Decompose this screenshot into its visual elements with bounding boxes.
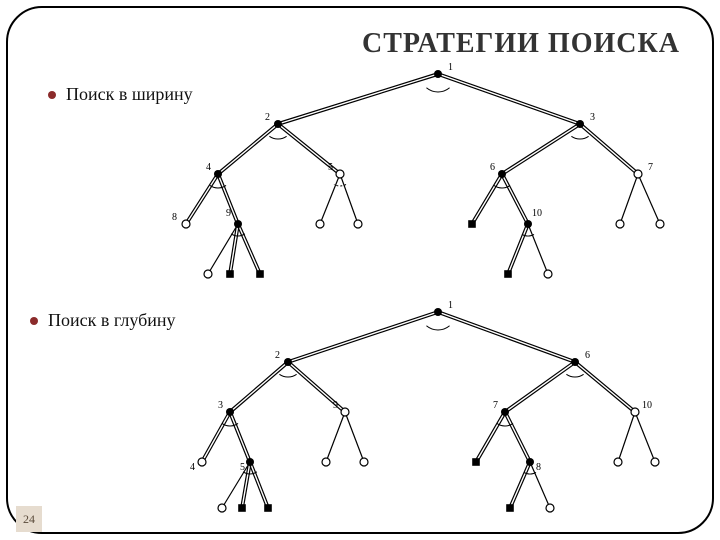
- svg-text:4: 4: [206, 162, 211, 173]
- bullet-dfs: Поиск в глубину: [30, 310, 176, 331]
- svg-text:3: 3: [590, 112, 595, 123]
- bullet-dot-icon: [30, 317, 38, 325]
- svg-text:7: 7: [648, 162, 653, 173]
- svg-text:3: 3: [218, 400, 223, 411]
- bullet-dot-icon: [48, 91, 56, 99]
- svg-text:1: 1: [448, 62, 453, 73]
- svg-text:6: 6: [490, 162, 495, 173]
- svg-text:9: 9: [333, 400, 338, 411]
- svg-text:5: 5: [328, 162, 333, 173]
- bfs-tree-diagram: 1 2 3 4 5 6 7 8 9 10: [170, 62, 700, 287]
- page-title: СТРАТЕГИИ ПОИСКА: [362, 28, 680, 60]
- bullet-dfs-label: Поиск в глубину: [48, 310, 176, 331]
- svg-text:10: 10: [532, 208, 542, 219]
- svg-text:8: 8: [172, 212, 177, 223]
- svg-text:10: 10: [642, 400, 652, 411]
- svg-text:1: 1: [448, 300, 453, 311]
- svg-text:4: 4: [190, 462, 195, 473]
- svg-text:9: 9: [226, 208, 231, 219]
- svg-text:8: 8: [536, 462, 541, 473]
- svg-text:2: 2: [265, 112, 270, 123]
- dfs-tree-diagram: 1 2 6 3 9 7 10 4 5 8: [180, 300, 700, 520]
- svg-text:5: 5: [240, 462, 245, 473]
- svg-text:6: 6: [585, 350, 590, 361]
- page-number-badge: 24: [16, 506, 42, 532]
- svg-text:7: 7: [493, 400, 498, 411]
- svg-text:2: 2: [275, 350, 280, 361]
